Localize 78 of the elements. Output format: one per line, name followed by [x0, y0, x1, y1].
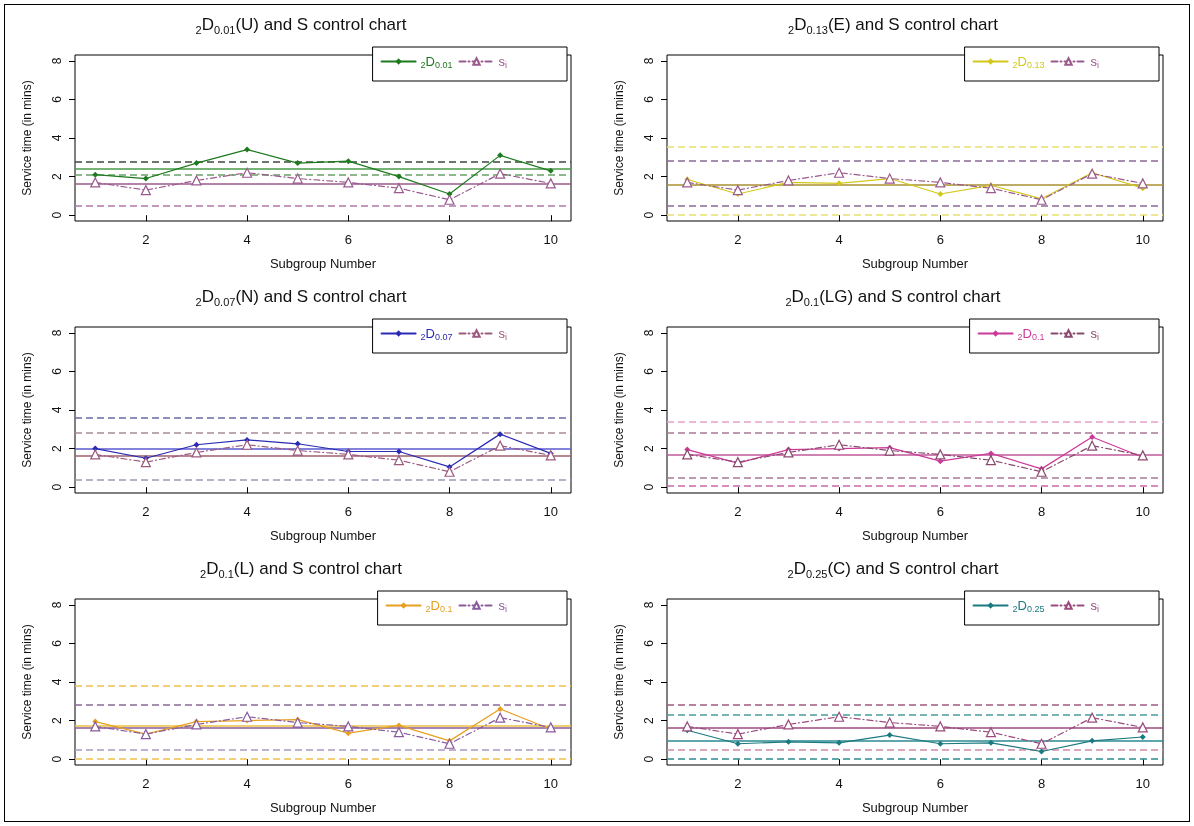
x-tick-label: 10 — [1135, 776, 1150, 791]
x-tick-label: 10 — [543, 232, 558, 247]
chart-title: $_{2}$D$_{0.1}$(LG) and S control chart — [784, 287, 1002, 309]
y-axis-title: Service time (in mins) — [20, 352, 34, 468]
y-tick-label: 6 — [642, 367, 656, 375]
x-tick-label: 6 — [936, 776, 944, 791]
chart-title: $_{2}$D$_{0.13}$(E) and S control chart — [787, 15, 999, 37]
x-tick-label: 8 — [1037, 504, 1046, 519]
y-tick-label: 0 — [50, 211, 64, 219]
x-tick-label: 6 — [936, 232, 944, 247]
y-tick-label: 4 — [642, 406, 656, 414]
y-tick-label: 2 — [642, 172, 656, 180]
x-tick-label: 6 — [344, 504, 352, 519]
y-tick-label: 4 — [50, 678, 64, 686]
y-tick-label: 8 — [50, 57, 64, 65]
x-tick-label: 2 — [734, 776, 742, 791]
y-tick-label: 2 — [642, 444, 656, 452]
y-tick-label: 2 — [50, 444, 64, 452]
x-tick-label: 4 — [835, 504, 843, 519]
x-tick-label: 8 — [445, 504, 454, 519]
y-tick-label: 2 — [642, 716, 656, 724]
y-axis-title: Service time (in mins) — [20, 80, 34, 196]
x-axis-title: Subgroup Number — [861, 256, 969, 271]
x-tick-label: 8 — [445, 776, 454, 791]
x-tick-label: 2 — [142, 776, 150, 791]
x-tick-label: 6 — [344, 776, 352, 791]
x-tick-label: 10 — [1135, 504, 1150, 519]
chart-title: $_{2}$D$_{0.01}$(U) and S control chart — [194, 15, 408, 37]
y-axis-title: Service time (in mins) — [612, 80, 626, 196]
y-tick-label: 0 — [642, 755, 656, 763]
y-tick-label: 0 — [50, 755, 64, 763]
x-tick-label: 4 — [243, 504, 251, 519]
y-tick-label: 8 — [50, 601, 64, 609]
chart-title: $_{2}$D$_{0.25}$(C) and S control chart — [786, 559, 1000, 581]
x-tick-label: 4 — [243, 232, 251, 247]
x-tick-label: 2 — [734, 504, 742, 519]
y-tick-label: 0 — [50, 483, 64, 491]
x-tick-label: 8 — [445, 232, 454, 247]
y-tick-label: 6 — [642, 95, 656, 103]
y-tick-label: 4 — [50, 134, 64, 142]
x-tick-label: 10 — [543, 504, 558, 519]
x-tick-label: 4 — [243, 776, 251, 791]
y-tick-label: 0 — [642, 483, 656, 491]
chart-title: $_{2}$D$_{0.1}$(L) and S control chart — [199, 559, 403, 581]
x-tick-label: 10 — [1135, 232, 1150, 247]
y-tick-label: 6 — [50, 639, 64, 647]
x-tick-label: 6 — [936, 504, 944, 519]
chart-title: $_{2}$D$_{0.07}$(N) and S control chart — [194, 287, 408, 309]
y-tick-label: 2 — [50, 716, 64, 724]
y-tick-label: 6 — [642, 639, 656, 647]
y-axis-title: Service time (in mins) — [612, 352, 626, 468]
y-tick-label: 8 — [642, 57, 656, 65]
y-axis-title: Service time (in mins) — [20, 624, 34, 740]
x-axis-title: Subgroup Number — [269, 256, 377, 271]
x-axis-title: Subgroup Number — [861, 528, 969, 543]
x-tick-label: 10 — [543, 776, 558, 791]
y-tick-label: 8 — [50, 329, 64, 337]
y-tick-label: 2 — [50, 172, 64, 180]
x-tick-label: 2 — [142, 504, 150, 519]
x-tick-label: 8 — [1037, 776, 1046, 791]
x-tick-label: 4 — [835, 232, 843, 247]
y-tick-label: 6 — [50, 95, 64, 103]
x-axis-title: Subgroup Number — [861, 800, 969, 815]
x-axis-title: Subgroup Number — [269, 800, 377, 815]
y-tick-label: 4 — [50, 406, 64, 414]
x-tick-label: 2 — [734, 232, 742, 247]
x-tick-label: 8 — [1037, 232, 1046, 247]
x-tick-label: 2 — [142, 232, 150, 247]
y-tick-label: 4 — [642, 678, 656, 686]
x-tick-label: 4 — [835, 776, 843, 791]
y-axis-title: Service time (in mins) — [612, 624, 626, 740]
y-tick-label: 8 — [642, 601, 656, 609]
x-axis-title: Subgroup Number — [269, 528, 377, 543]
y-tick-label: 4 — [642, 134, 656, 142]
y-tick-label: 6 — [50, 367, 64, 375]
y-tick-label: 8 — [642, 329, 656, 337]
y-tick-label: 0 — [642, 211, 656, 219]
x-tick-label: 6 — [344, 232, 352, 247]
